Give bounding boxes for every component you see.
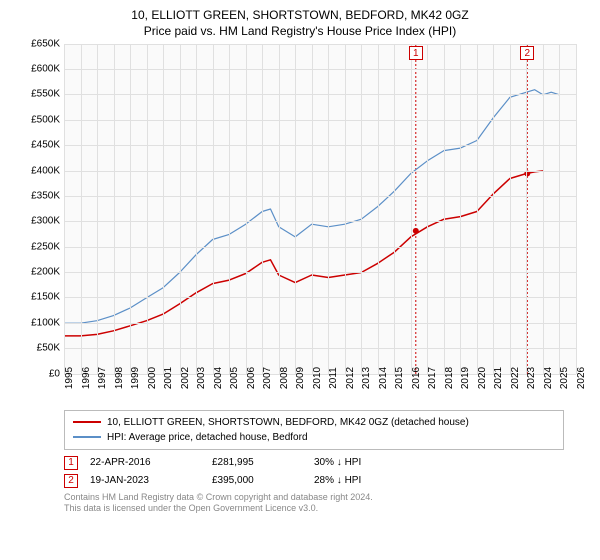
transactions-table: 1 22-APR-2016 £281,995 30% ↓ HPI 2 19-JA…: [64, 456, 564, 488]
transaction-marker-icon: 1: [64, 456, 78, 470]
x-axis-tick: 2015: [394, 366, 405, 388]
transaction-date: 19-JAN-2023: [90, 475, 200, 486]
y-axis-tick: £600K: [10, 63, 60, 74]
y-axis-tick: £250K: [10, 241, 60, 252]
transaction-row: 1 22-APR-2016 £281,995 30% ↓ HPI: [64, 456, 564, 470]
x-axis-tick: 1998: [114, 366, 125, 388]
x-axis-tick: 2017: [427, 366, 438, 388]
legend-swatch-hpi: [73, 436, 101, 438]
x-axis-tick: 2019: [460, 366, 471, 388]
x-axis-tick: 1996: [81, 366, 92, 388]
x-axis-tick: 2008: [279, 366, 290, 388]
x-axis-tick: 2022: [510, 366, 521, 388]
x-axis-tick: 2014: [378, 366, 389, 388]
y-axis-tick: £50K: [10, 343, 60, 354]
x-axis-tick: 1995: [64, 366, 75, 388]
chart-marker-box: 1: [409, 46, 423, 60]
transaction-row: 2 19-JAN-2023 £395,000 28% ↓ HPI: [64, 474, 564, 488]
transaction-diff: 30% ↓ HPI: [314, 457, 404, 468]
transaction-diff: 28% ↓ HPI: [314, 475, 404, 486]
transaction-date: 22-APR-2016: [90, 457, 200, 468]
legend-label-property: 10, ELLIOTT GREEN, SHORTSTOWN, BEDFORD, …: [107, 415, 469, 430]
x-axis-tick: 2016: [411, 366, 422, 388]
chart-subtitle: Price paid vs. HM Land Registry's House …: [12, 24, 588, 38]
x-axis-tick: 2021: [493, 366, 504, 388]
chart-title: 10, ELLIOTT GREEN, SHORTSTOWN, BEDFORD, …: [12, 8, 588, 24]
transaction-price: £395,000: [212, 475, 302, 486]
transaction-marker-icon: 2: [64, 474, 78, 488]
x-axis-tick: 2000: [147, 366, 158, 388]
y-axis-tick: £350K: [10, 190, 60, 201]
x-axis-tick: 2024: [543, 366, 554, 388]
transaction-price: £281,995: [212, 457, 302, 468]
legend-item-property: 10, ELLIOTT GREEN, SHORTSTOWN, BEDFORD, …: [73, 415, 555, 430]
x-axis-tick: 2006: [246, 366, 257, 388]
footnote-line: Contains HM Land Registry data © Crown c…: [64, 492, 580, 504]
y-axis-tick: £0: [10, 368, 60, 379]
x-axis-tick: 1997: [97, 366, 108, 388]
x-axis-tick: 2004: [213, 366, 224, 388]
legend-item-hpi: HPI: Average price, detached house, Bedf…: [73, 430, 555, 445]
x-axis-tick: 2007: [262, 366, 273, 388]
plot-region: 12: [64, 44, 576, 374]
x-axis-tick: 2023: [526, 366, 537, 388]
x-axis-tick: 2020: [477, 366, 488, 388]
x-axis-tick: 2011: [328, 367, 339, 389]
chart-container: 10, ELLIOTT GREEN, SHORTSTOWN, BEDFORD, …: [0, 0, 600, 560]
y-axis-tick: £100K: [10, 317, 60, 328]
legend-swatch-property: [73, 421, 101, 423]
legend: 10, ELLIOTT GREEN, SHORTSTOWN, BEDFORD, …: [64, 410, 564, 450]
y-axis-tick: £450K: [10, 140, 60, 151]
y-axis-tick: £200K: [10, 267, 60, 278]
footnote: Contains HM Land Registry data © Crown c…: [64, 492, 580, 515]
footnote-line: This data is licensed under the Open Gov…: [64, 503, 580, 515]
x-axis-tick: 1999: [130, 366, 141, 388]
chart-svg: [64, 44, 576, 374]
x-axis-tick: 2026: [576, 366, 587, 388]
x-axis-tick: 2018: [444, 366, 455, 388]
x-axis-tick: 2010: [312, 366, 323, 388]
x-axis-tick: 2013: [361, 366, 372, 388]
chart-area: 12 £0£50K£100K£150K£200K£250K£300K£350K£…: [20, 44, 580, 404]
x-axis-tick: 2009: [295, 366, 306, 388]
x-axis-tick: 2025: [559, 366, 570, 388]
legend-label-hpi: HPI: Average price, detached house, Bedf…: [107, 430, 308, 445]
x-axis-tick: 2012: [345, 366, 356, 388]
y-axis-tick: £400K: [10, 165, 60, 176]
chart-marker-box: 2: [520, 46, 534, 60]
y-axis-tick: £550K: [10, 89, 60, 100]
x-axis-tick: 2005: [229, 366, 240, 388]
y-axis-tick: £650K: [10, 38, 60, 49]
x-axis-tick: 2001: [163, 366, 174, 388]
y-axis-tick: £500K: [10, 114, 60, 125]
y-axis-tick: £300K: [10, 216, 60, 227]
x-axis-tick: 2003: [196, 366, 207, 388]
y-axis-tick: £150K: [10, 292, 60, 303]
x-axis-tick: 2002: [180, 366, 191, 388]
